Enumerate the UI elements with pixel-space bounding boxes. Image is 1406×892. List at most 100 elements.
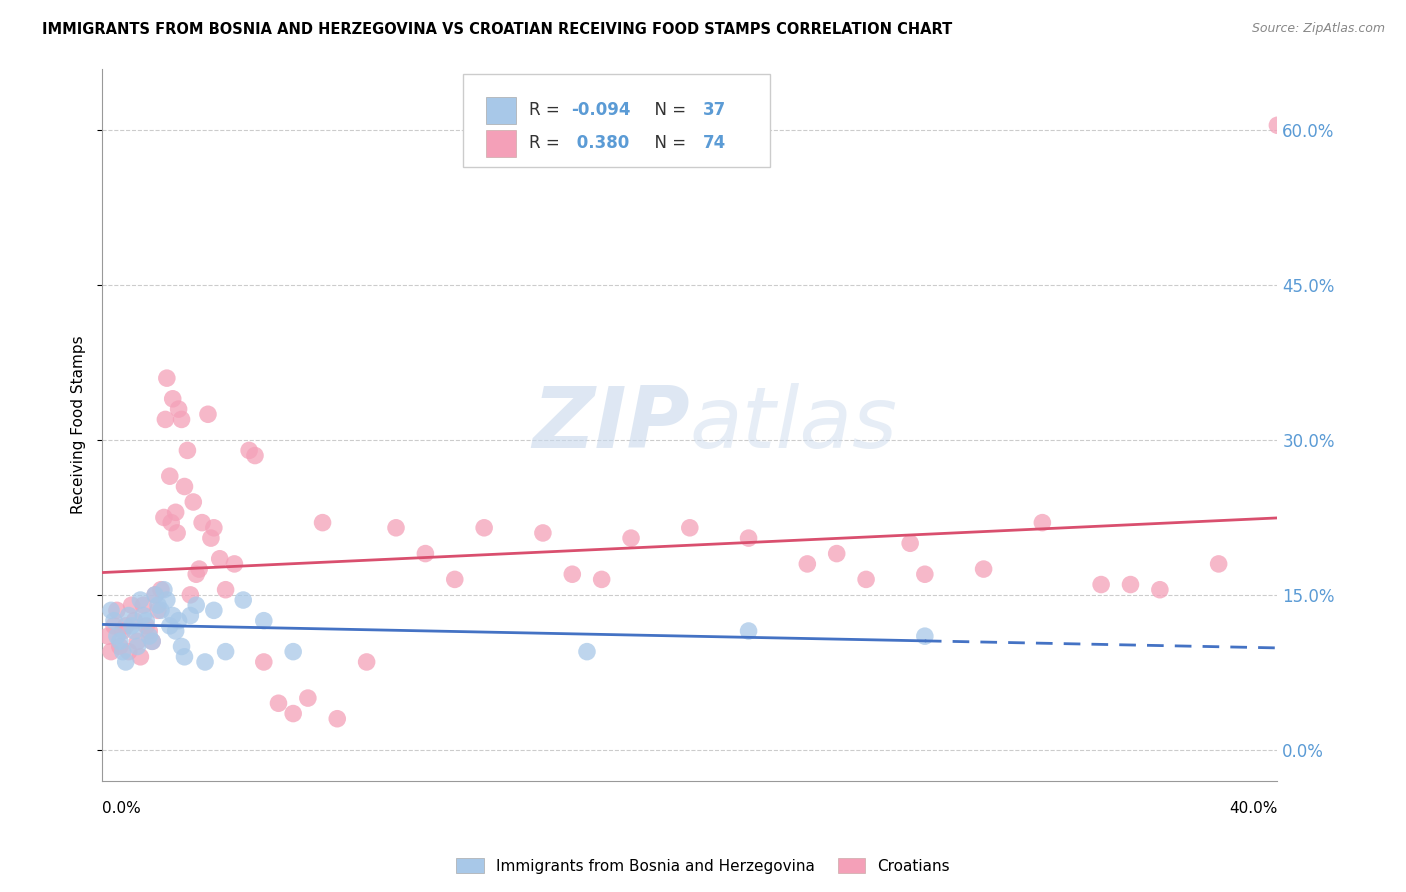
Point <box>224 557 246 571</box>
Point <box>135 619 157 633</box>
Point <box>105 603 128 617</box>
Point <box>124 624 146 638</box>
Point <box>472 521 495 535</box>
Point <box>146 598 169 612</box>
Point <box>561 567 583 582</box>
Text: 0.0%: 0.0% <box>103 801 141 815</box>
Point <box>214 582 236 597</box>
Point <box>160 516 183 530</box>
FancyBboxPatch shape <box>486 129 516 157</box>
Point <box>443 573 465 587</box>
Point <box>108 634 131 648</box>
Point <box>267 696 290 710</box>
Point <box>105 629 128 643</box>
Point <box>214 645 236 659</box>
Point <box>188 562 211 576</box>
Point <box>127 640 149 654</box>
Point <box>173 649 195 664</box>
Text: R =: R = <box>529 134 569 152</box>
Point <box>186 567 208 582</box>
Point <box>385 521 408 535</box>
Point <box>283 645 305 659</box>
Point <box>167 614 190 628</box>
Point <box>143 588 166 602</box>
Point <box>283 706 305 721</box>
Text: R =: R = <box>529 102 565 120</box>
Point <box>531 525 554 540</box>
Point <box>153 510 176 524</box>
Point <box>311 516 333 530</box>
Text: N =: N = <box>644 102 692 120</box>
Point <box>111 624 134 638</box>
Point <box>129 593 152 607</box>
Point <box>165 624 187 638</box>
Legend: Immigrants from Bosnia and Herzegovina, Croatians: Immigrants from Bosnia and Herzegovina, … <box>450 852 956 880</box>
Point <box>118 645 141 659</box>
Point <box>194 655 217 669</box>
Point <box>156 371 179 385</box>
Point <box>162 392 184 406</box>
Text: 0.380: 0.380 <box>571 134 630 152</box>
Point <box>135 614 157 628</box>
Text: atlas: atlas <box>690 383 898 467</box>
Point <box>179 588 201 602</box>
Point <box>108 640 131 654</box>
FancyBboxPatch shape <box>486 97 516 124</box>
Point <box>132 608 155 623</box>
Text: 37: 37 <box>703 102 725 120</box>
Point <box>121 619 143 633</box>
Point <box>1031 516 1053 530</box>
Text: Source: ZipAtlas.com: Source: ZipAtlas.com <box>1251 22 1385 36</box>
Point <box>737 624 759 638</box>
Point <box>197 407 219 421</box>
Point <box>155 412 177 426</box>
Point <box>200 531 222 545</box>
Text: 74: 74 <box>703 134 725 152</box>
Point <box>138 624 160 638</box>
Text: IMMIGRANTS FROM BOSNIA AND HERZEGOVINA VS CROATIAN RECEIVING FOOD STAMPS CORRELA: IMMIGRANTS FROM BOSNIA AND HERZEGOVINA V… <box>42 22 952 37</box>
Point <box>118 608 141 623</box>
Point <box>238 443 260 458</box>
Point <box>143 588 166 602</box>
Point <box>181 495 204 509</box>
Point <box>132 598 155 612</box>
Point <box>202 521 225 535</box>
Point <box>253 655 276 669</box>
Point <box>1267 118 1289 132</box>
Point <box>973 562 995 576</box>
Point <box>326 712 349 726</box>
Point <box>149 603 172 617</box>
Point <box>796 557 818 571</box>
Point <box>170 640 193 654</box>
Point <box>165 505 187 519</box>
Point <box>162 608 184 623</box>
Point <box>114 619 136 633</box>
Point <box>141 634 163 648</box>
Point <box>356 655 378 669</box>
Point <box>186 598 208 612</box>
Point <box>1208 557 1230 571</box>
Point <box>243 449 266 463</box>
Point <box>129 649 152 664</box>
Point <box>1149 582 1171 597</box>
Point <box>141 634 163 648</box>
Point <box>575 645 598 659</box>
Text: 40.0%: 40.0% <box>1229 801 1278 815</box>
Point <box>855 573 877 587</box>
Point <box>898 536 921 550</box>
Point <box>173 479 195 493</box>
Point <box>159 619 181 633</box>
Point <box>202 603 225 617</box>
Point <box>153 582 176 597</box>
Point <box>124 614 146 628</box>
Y-axis label: Receiving Food Stamps: Receiving Food Stamps <box>72 335 86 514</box>
Point <box>167 402 190 417</box>
Point <box>232 593 254 607</box>
Point <box>138 629 160 643</box>
Point <box>1310 577 1333 591</box>
Point <box>103 614 125 628</box>
Point <box>156 593 179 607</box>
Point <box>1119 577 1142 591</box>
Point <box>253 614 276 628</box>
Text: -0.094: -0.094 <box>571 102 631 120</box>
